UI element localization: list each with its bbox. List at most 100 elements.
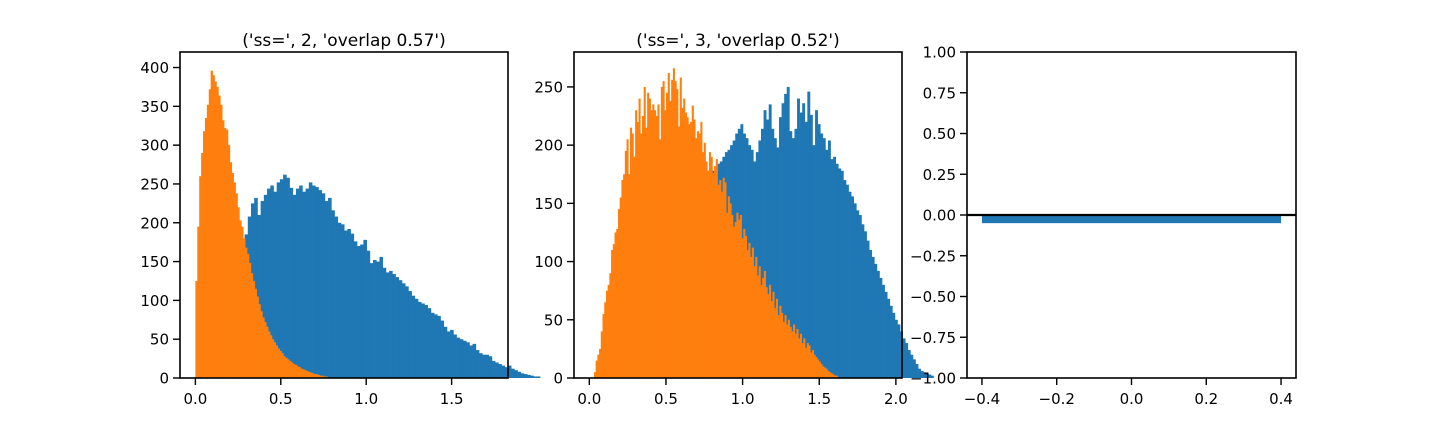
histogram-bar — [495, 362, 499, 378]
histogram-bar — [324, 201, 329, 378]
histogram-bar — [195, 280, 198, 378]
histogram-bar — [450, 329, 454, 378]
histogram-bar — [923, 372, 927, 378]
histogram-bar — [266, 326, 269, 378]
histogram-bar — [815, 110, 818, 379]
histogram-bar — [910, 354, 914, 378]
histogram-bar — [856, 210, 860, 378]
histogram-bar — [264, 322, 267, 378]
histogram-bar — [294, 364, 298, 378]
histogram-bar — [389, 270, 393, 378]
histogram-bar — [777, 315, 780, 378]
histogram-bar — [304, 370, 307, 378]
histogram-bar — [741, 238, 744, 378]
histogram-bar — [669, 100, 672, 379]
histogram-bar — [732, 226, 736, 378]
histogram-bar — [750, 256, 753, 378]
histogram-bar — [767, 294, 770, 378]
histogram-bar — [806, 343, 809, 378]
histogram-bar — [270, 185, 274, 378]
histogram-bar — [204, 117, 208, 378]
histogram-bar — [746, 249, 749, 378]
histogram-bar — [408, 291, 412, 378]
histogram-bar — [760, 284, 763, 378]
histogram-bar — [830, 159, 834, 378]
histogram-bar — [683, 98, 686, 378]
y-tick-label: 250 — [534, 78, 563, 96]
histogram-bar — [212, 75, 215, 378]
x-tick-label: 0.5 — [654, 390, 678, 408]
x-tick-label: 1.0 — [731, 390, 755, 408]
histogram-bar — [797, 98, 800, 378]
histogram-bar — [851, 196, 855, 378]
histogram-bar — [724, 182, 727, 378]
histogram-bar — [791, 331, 794, 378]
histogram-bar — [882, 284, 885, 378]
histogram-bar — [641, 116, 645, 378]
histogram-bar — [887, 298, 891, 378]
histogram-bar — [379, 256, 384, 378]
histogram-bar — [616, 228, 619, 378]
histogram-bar — [708, 152, 712, 378]
histogram-bar — [237, 207, 240, 378]
chart-title: ('ss=', 2, 'overlap 0.57') — [242, 31, 445, 51]
histogram-bar — [479, 353, 483, 378]
histogram-bar — [786, 86, 790, 379]
histogram-bar — [775, 298, 778, 378]
histogram-bar — [382, 267, 387, 378]
histogram-bar — [300, 368, 303, 378]
histogram-bar — [504, 367, 509, 378]
histogram-bar — [350, 233, 355, 378]
histogram-bar — [446, 331, 451, 378]
histogram-bar — [602, 313, 605, 378]
histogram-bar — [705, 161, 708, 378]
histogram-bar — [245, 247, 248, 378]
histogram-bar — [835, 375, 839, 378]
histogram-bar — [779, 117, 782, 378]
histogram-bar — [889, 305, 893, 378]
histogram-bar — [600, 331, 603, 378]
histogram-bar — [905, 343, 909, 378]
histogram-bar — [738, 219, 741, 378]
axes-frame — [573, 51, 903, 379]
x-tick-label: 0.0 — [183, 390, 207, 408]
histogram-bar — [308, 182, 313, 378]
histogram-bar — [688, 124, 691, 378]
histogram-bar — [799, 333, 802, 378]
histogram-bar — [337, 222, 342, 378]
histogram-bar — [360, 244, 364, 378]
y-tick-label: 0.75 — [923, 84, 956, 102]
histogram-bar — [318, 190, 322, 378]
histogram-bar — [768, 104, 772, 378]
histogram-bar — [843, 180, 847, 378]
histogram-bar — [786, 324, 789, 378]
histogram-bar — [353, 241, 358, 378]
histogram-bar — [918, 368, 921, 378]
histogram-bar — [684, 112, 687, 378]
histogram-bar — [250, 273, 254, 378]
histogram-bar — [344, 230, 348, 378]
histogram-bar — [633, 156, 636, 378]
histogram-bar — [722, 177, 725, 378]
histogram-bar — [720, 191, 724, 378]
y-tick-label: 0.00 — [923, 207, 956, 225]
histogram-bar — [208, 89, 212, 378]
histogram-bar — [789, 326, 792, 378]
histogram-bar — [657, 104, 660, 378]
histogram-bar — [662, 81, 665, 379]
histogram-bar — [679, 77, 682, 379]
histogram-bar — [224, 128, 227, 378]
histogram-bar — [686, 117, 689, 378]
y-tick-label: 1.00 — [923, 44, 956, 62]
histogram-bar — [424, 305, 428, 378]
histogram-bar — [222, 120, 225, 379]
histogram-bar — [315, 187, 319, 378]
x-tick-label: 2.0 — [884, 390, 908, 408]
histogram-bar — [491, 360, 496, 378]
histogram-bar — [825, 368, 828, 378]
y-tick-label: 300 — [140, 137, 169, 155]
histogram-bar — [810, 352, 813, 378]
y-tick-label: 0.50 — [923, 125, 956, 143]
histogram-bar — [418, 301, 422, 378]
histogram-bar — [648, 98, 651, 378]
